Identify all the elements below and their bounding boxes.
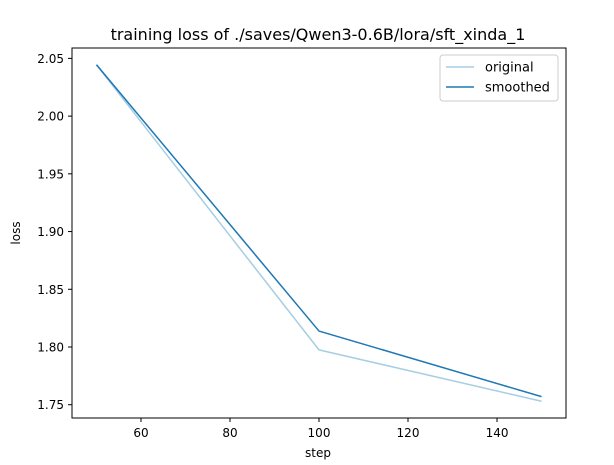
legend-label-smoothed: smoothed: [485, 81, 550, 96]
x-axis-label: step: [305, 446, 331, 460]
y-tick-label: 2.00: [37, 110, 64, 124]
legend-label-original: original: [485, 61, 534, 76]
y-tick-label: 1.75: [37, 398, 64, 412]
y-tick-label: 1.95: [37, 167, 64, 181]
legend: original smoothed: [439, 54, 559, 102]
y-axis-ticks: 1.75 1.80 1.85 1.90 1.95 2.00 2.05: [37, 52, 72, 412]
x-axis-ticks: 60 80 100 120 140: [133, 418, 508, 440]
chart-title: training loss of ./saves/Qwen3-0.6B/lora…: [111, 25, 526, 45]
y-tick-label: 1.80: [37, 341, 64, 355]
y-tick-label: 1.85: [37, 283, 64, 297]
x-tick-label: 80: [222, 426, 237, 440]
x-tick-label: 120: [397, 426, 420, 440]
series-group: [95, 64, 542, 402]
plot-area: [72, 48, 566, 418]
series-line-smoothed: [95, 64, 542, 398]
plot-frame: [71, 47, 567, 419]
y-tick-label: 1.90: [37, 225, 64, 239]
x-tick-label: 100: [308, 426, 331, 440]
x-tick-label: 60: [133, 426, 148, 440]
y-tick-label: 2.05: [37, 52, 64, 66]
x-tick-label: 140: [486, 426, 509, 440]
series-line-original: [95, 64, 542, 402]
y-axis-label: loss: [9, 221, 23, 244]
